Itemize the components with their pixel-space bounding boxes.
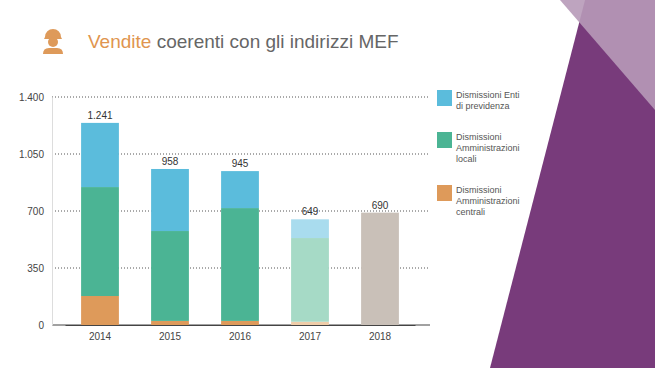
grid [52, 97, 430, 325]
x-axis: 2014 2015 2016 2017 2018 [66, 325, 416, 342]
bar-segment [151, 321, 189, 325]
y-axis: 0 350 700 1.050 1.400 [19, 92, 53, 331]
bar-segment [221, 171, 259, 208]
legend-label: DismissioniAmministrazionicentrali [456, 185, 520, 217]
total-label: 1.241 [87, 110, 112, 121]
bar-segment [151, 169, 189, 231]
bar-segment [221, 321, 259, 325]
bar-segment [151, 231, 189, 321]
legend-swatch [437, 90, 452, 106]
bar-segment [81, 187, 119, 296]
x-tick-label: 2017 [299, 331, 322, 342]
x-tick: 2014 [89, 325, 112, 342]
bar-segment [81, 296, 119, 325]
legend: Dismissioni Entidi previdenza Dismissioni… [437, 90, 520, 217]
bar-segment [291, 219, 329, 238]
total-labels: 1.241 958 945 649 690 [87, 110, 388, 217]
total-label: 945 [232, 158, 249, 169]
y-tick: 1.400 [19, 92, 52, 103]
legend-swatch [437, 185, 452, 201]
y-tick: 700 [27, 206, 52, 217]
x-tick-label: 2015 [159, 331, 182, 342]
y-tick-label: 700 [27, 206, 44, 217]
y-tick-label: 1.050 [19, 149, 44, 160]
chart: Vendite coerenti con gli indirizzi MEF 0 3… [0, 0, 655, 368]
x-tick: 2015 [159, 325, 182, 342]
legend-label: Dismissioni Entidi previdenza [456, 90, 520, 111]
decoration-band [490, 0, 655, 368]
y-axis-line [52, 98, 53, 326]
icon [43, 29, 63, 54]
x-tick: 2018 [369, 325, 392, 342]
icon-head [48, 37, 58, 47]
decoration [490, 0, 655, 368]
x-tick-label: 2016 [229, 331, 252, 342]
y-tick: 1.050 [19, 149, 52, 160]
bar-segment [291, 322, 329, 325]
total-label: 649 [302, 206, 319, 217]
x-tick-label: 2014 [89, 331, 112, 342]
bar-segment [221, 208, 259, 321]
y-tick-label: 1.400 [19, 92, 44, 103]
bar-segment [81, 123, 119, 187]
bars [81, 123, 399, 325]
legend-swatch [437, 132, 452, 148]
title: Vendite coerenti con gli indirizzi MEF [88, 31, 399, 52]
grid-line [52, 97, 430, 98]
total-label: 690 [372, 200, 389, 211]
bar-segment [291, 238, 329, 322]
y-tick: 350 [27, 263, 52, 274]
y-tick-label: 350 [27, 263, 44, 274]
total-label: 958 [162, 156, 179, 167]
icon-body [43, 48, 63, 54]
x-tick: 2017 [299, 325, 322, 342]
x-axis-line [66, 325, 416, 326]
legend-label: DismissioniAmministrazionilocali [456, 132, 520, 164]
y-tick: 0 [38, 320, 52, 331]
x-tick-label: 2018 [369, 331, 392, 342]
decoration-triangle [560, 0, 655, 110]
x-tick: 2016 [229, 325, 252, 342]
y-tick-label: 0 [38, 320, 44, 331]
bar-segment [361, 213, 399, 325]
